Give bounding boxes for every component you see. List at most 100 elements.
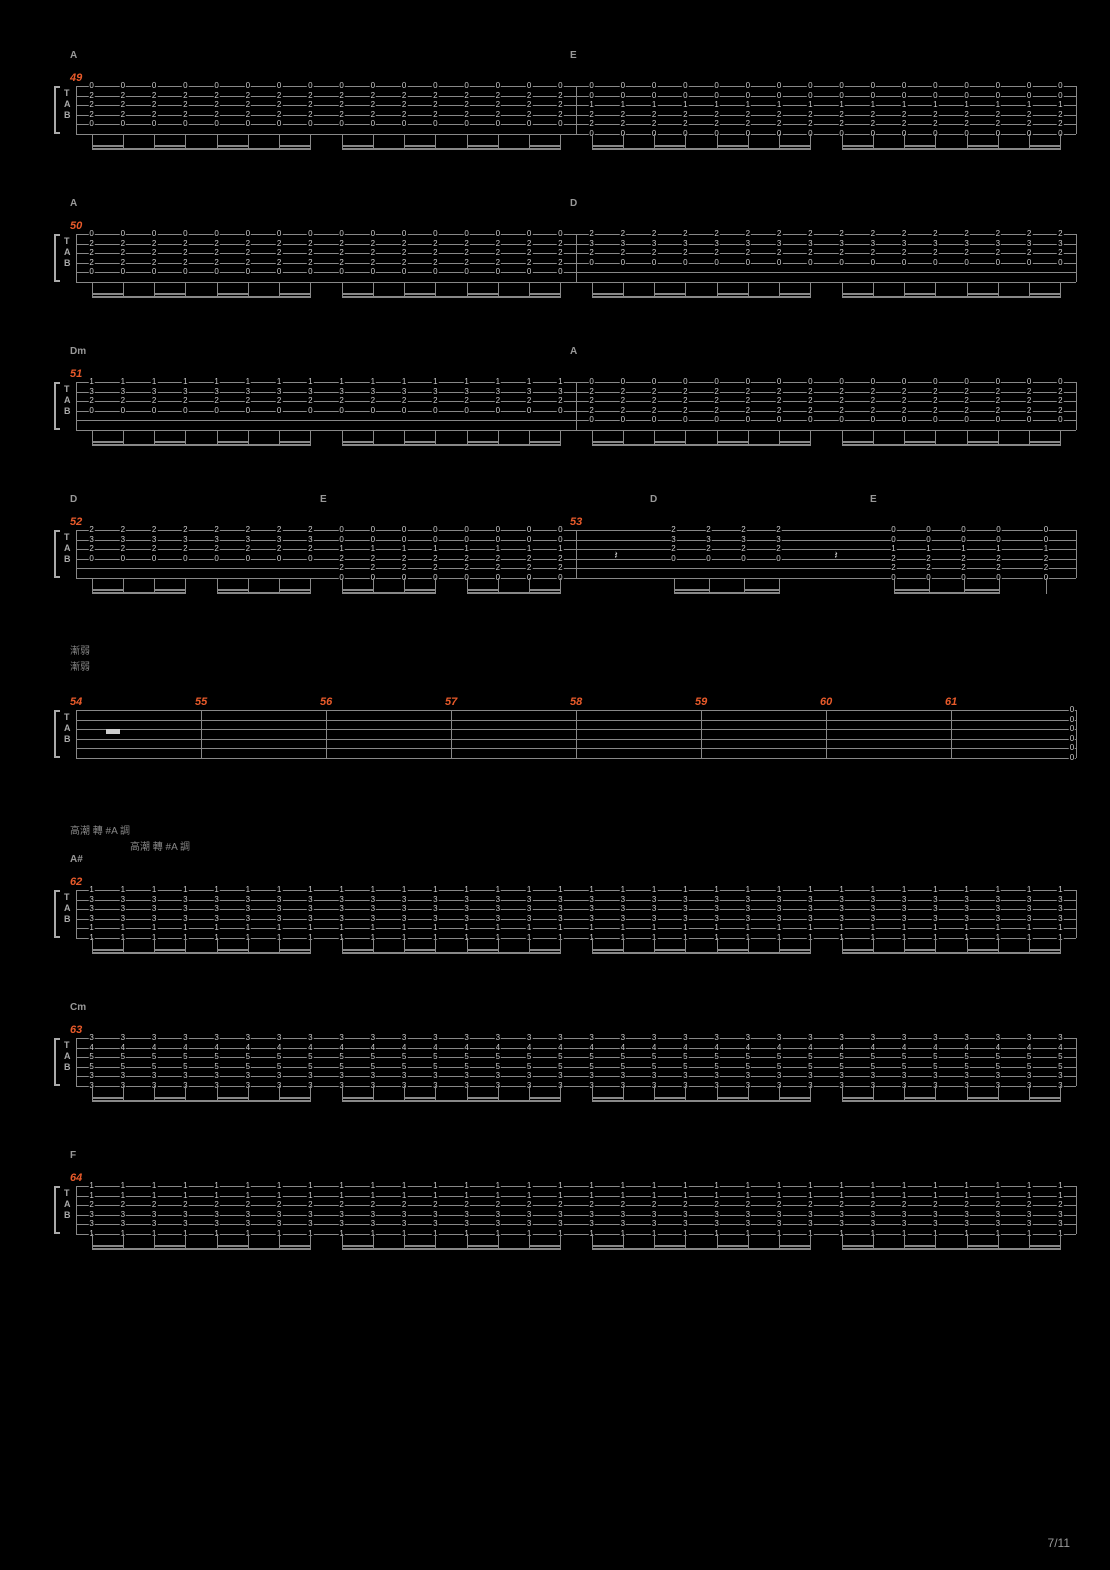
fret-number: 0 (901, 259, 907, 267)
fret-number: 3 (182, 915, 188, 923)
fret-number: 3 (338, 1220, 344, 1228)
staff-line (76, 1048, 1076, 1049)
note-column: 133311 (836, 890, 848, 938)
fret-number: 2 (120, 111, 126, 119)
fret-number: 3 (245, 388, 251, 396)
note-column: 112331 (461, 1186, 473, 1234)
fret-number: 4 (120, 1044, 126, 1052)
fret-number: 3 (151, 1034, 157, 1042)
fret-number: 0 (1043, 526, 1049, 534)
fret-number: 0 (495, 230, 501, 238)
beam-secondary (842, 293, 873, 295)
fret-number: 3 (870, 896, 876, 904)
fret-number: 2 (213, 545, 219, 553)
fret-number: 5 (745, 1053, 751, 1061)
fret-number: 5 (120, 1053, 126, 1061)
fret-number: 2 (307, 1201, 313, 1209)
note-column: 02220 (648, 382, 660, 430)
fret-number: 3 (740, 536, 746, 544)
fret-number: 2 (463, 101, 469, 109)
fret-number: 3 (307, 1220, 313, 1228)
fret-number: 5 (151, 1063, 157, 1071)
note-column: 133311 (242, 890, 254, 938)
fret-number: 3 (963, 1072, 969, 1080)
beam-secondary (904, 293, 935, 295)
fret-number: 2 (213, 92, 219, 100)
tab-clef: T A B (64, 384, 71, 417)
fret-number: 3 (870, 905, 876, 913)
fret-number: 0 (370, 526, 376, 534)
staff-line (76, 1038, 1076, 1039)
note-column: 133311 (554, 890, 566, 938)
fret-number: 0 (870, 82, 876, 90)
fret-number: 2 (1057, 397, 1063, 405)
barline (76, 1038, 77, 1086)
fret-number: 1 (401, 378, 407, 386)
fret-number: 5 (432, 1063, 438, 1071)
fret-number: 3 (151, 536, 157, 544)
note-column: 345533 (961, 1038, 973, 1086)
note-column: 133311 (179, 890, 191, 938)
staff-bracket (54, 234, 60, 282)
fret-number: 2 (1043, 555, 1049, 563)
tab-lines: 1123311123311123311123311123311123311123… (76, 1186, 1076, 1234)
fret-number: 2 (588, 230, 594, 238)
fret-number: 2 (401, 249, 407, 257)
fret-number: 2 (740, 545, 746, 553)
fret-number: 3 (432, 905, 438, 913)
fret-number: 2 (807, 249, 813, 257)
beam-secondary (342, 293, 373, 295)
barline (76, 710, 77, 758)
note-column: 001220 (836, 86, 848, 134)
fret-number: 0 (745, 416, 751, 424)
fret-number: 2 (276, 526, 282, 534)
fret-number: 0 (245, 555, 251, 563)
note-column: 133311 (648, 890, 660, 938)
note-column: 02220 (398, 86, 410, 134)
fret-number: 1 (932, 1182, 938, 1190)
fret-number: 3 (463, 905, 469, 913)
beam-secondary (217, 949, 248, 951)
fret-number: 1 (370, 378, 376, 386)
fret-number: 1 (463, 1182, 469, 1190)
fret-number: 2 (182, 92, 188, 100)
fret-number: 1 (120, 1182, 126, 1190)
fret-number: 0 (120, 230, 126, 238)
fret-number: 2 (120, 1201, 126, 1209)
fret-number: 0 (526, 230, 532, 238)
fret-number: 3 (995, 240, 1001, 248)
fret-number: 2 (495, 92, 501, 100)
fret-number: 2 (182, 526, 188, 534)
fret-number: 5 (495, 1053, 501, 1061)
note-column: 345533 (523, 1038, 535, 1086)
fret-number: 3 (495, 388, 501, 396)
fret-number: 2 (182, 249, 188, 257)
fret-number: 2 (88, 526, 94, 534)
fret-number: 1 (995, 545, 1001, 553)
fret-number: 2 (526, 101, 532, 109)
fret-number: 5 (463, 1063, 469, 1071)
note-stem (185, 578, 186, 594)
fret-number: 2 (151, 259, 157, 267)
fret-number: 3 (963, 905, 969, 913)
fret-number: 2 (870, 388, 876, 396)
fret-number: 5 (401, 1063, 407, 1071)
fret-number: 2 (838, 1201, 844, 1209)
beam-secondary (217, 441, 248, 443)
fret-number: 1 (432, 545, 438, 553)
beam-secondary (279, 441, 310, 443)
fret-number: 2 (995, 555, 1001, 563)
fret-number: 0 (588, 416, 594, 424)
fret-number: 0 (838, 259, 844, 267)
fret-number: 2 (670, 526, 676, 534)
fret-number: 3 (651, 905, 657, 913)
fret-number: 1 (588, 1192, 594, 1200)
fret-number: 1 (995, 1192, 1001, 1200)
tab-staff: T A B000000 (40, 710, 1070, 758)
measure-number-row: 5455565758596061 (70, 696, 1070, 710)
fret-number: 2 (890, 564, 896, 572)
fret-number: 3 (151, 388, 157, 396)
fret-number: 5 (495, 1063, 501, 1071)
fret-number: 2 (432, 249, 438, 257)
note-column: 133311 (523, 890, 535, 938)
